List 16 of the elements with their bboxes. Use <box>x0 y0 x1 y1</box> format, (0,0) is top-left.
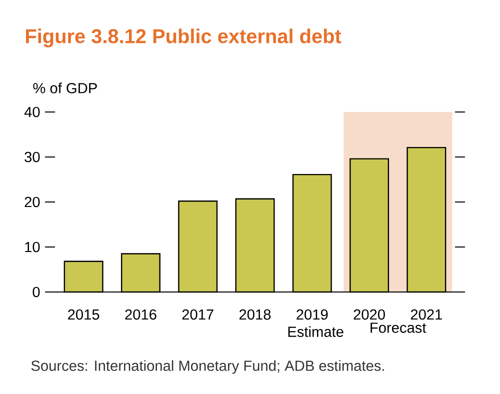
source-note: Sources: International Monetary Fund; ADB estimates. <box>31 360 384 374</box>
band-label: Forecast <box>370 322 426 333</box>
x-tick-label: 2016 <box>125 309 156 320</box>
y-tick-label: 40 <box>24 106 40 118</box>
y-tick-label: 30 <box>24 152 40 162</box>
chart-title: Figure 3.8.12 Public external debt <box>26 28 342 48</box>
x-tick-label: 2015 <box>68 309 100 320</box>
x-tick-label: 2019 Estimate <box>288 309 344 337</box>
y-tick-label: 0 <box>32 286 40 298</box>
y-axis-title: % of GDP <box>33 82 97 94</box>
y-tick-label: 20 <box>24 196 40 208</box>
y-tick-label: 10 <box>25 242 40 252</box>
x-tick-label: 2017 <box>182 309 214 320</box>
x-tick-label: 2021 <box>410 309 442 320</box>
x-tick-label: 2020 <box>354 309 385 320</box>
x-tick-label: 2018 <box>239 309 271 320</box>
